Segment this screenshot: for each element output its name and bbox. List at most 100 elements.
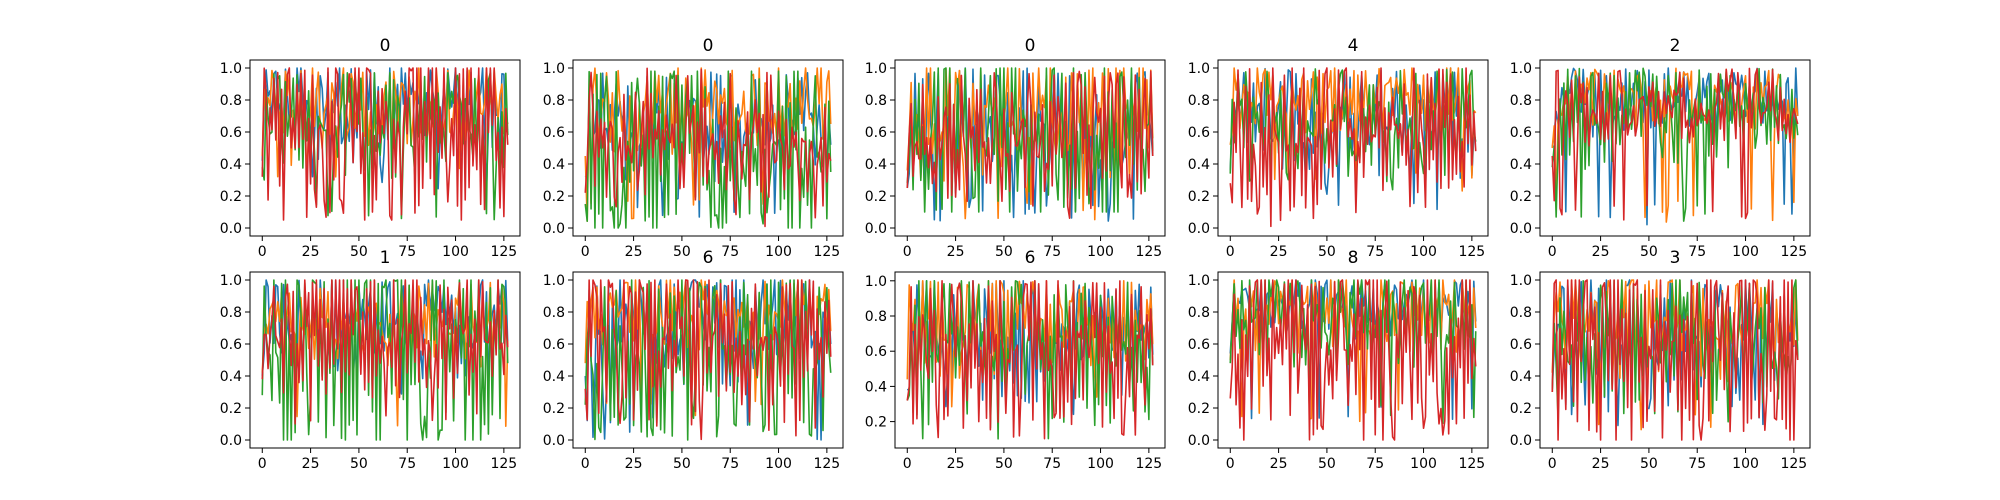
x-tick-label: 0 <box>258 244 267 260</box>
x-tick-label: 100 <box>765 244 792 260</box>
y-tick-label: 0.0 <box>1188 433 1210 449</box>
y-tick-label: 1.0 <box>1510 273 1532 289</box>
series-line-4 <box>906 280 1154 440</box>
axes-frame <box>249 59 521 237</box>
y-tick-label: 0.6 <box>1510 125 1532 141</box>
y-tick-label: 0.6 <box>865 125 887 141</box>
x-tick-label: 25 <box>302 244 320 260</box>
subplot-6: 1 0 25 50 75 100 125 0.0 0.2 0.4 0.6 0.8 1.0 <box>220 248 521 472</box>
subplot-4: 4 0 25 50 75 100 125 0.0 0.2 0.4 0.6 0.8 1.0 <box>1188 36 1489 260</box>
y-tick-label: 0.8 <box>865 93 887 109</box>
x-tick-label: 0 <box>903 456 912 472</box>
x-tick-label: 50 <box>1318 244 1336 260</box>
y-tick-label: 0.4 <box>220 157 242 173</box>
x-tick-label: 100 <box>442 244 469 260</box>
axes-frame <box>894 59 1166 237</box>
x-tick-label: 25 <box>625 456 643 472</box>
subplot-title: 2 <box>1670 36 1681 56</box>
y-tick-label: 1.0 <box>1188 273 1210 289</box>
x-tick-label: 75 <box>721 244 739 260</box>
x-tick-label: 100 <box>1410 244 1437 260</box>
x-tick-label: 0 <box>903 244 912 260</box>
y-tick-label: 0.2 <box>1510 189 1532 205</box>
y-tick-label: 0.2 <box>1188 189 1210 205</box>
x-tick-label: 75 <box>1366 456 1384 472</box>
y-tick-label: 0.6 <box>543 125 565 141</box>
y-tick-label: 0.2 <box>865 415 887 431</box>
subplot-title: 4 <box>1348 36 1359 56</box>
axes-frame <box>249 271 521 449</box>
y-tick-label: 0.0 <box>543 221 565 237</box>
x-tick-label: 50 <box>350 456 368 472</box>
series-line-4 <box>1229 279 1477 441</box>
series-line-4 <box>261 279 509 425</box>
y-tick-label: 0.4 <box>543 157 565 173</box>
x-tick-label: 0 <box>1548 244 1557 260</box>
x-tick-label: 50 <box>673 456 691 472</box>
x-tick-label: 25 <box>947 456 965 472</box>
series-line-4 <box>1229 67 1477 228</box>
subplot-title: 0 <box>1025 36 1036 56</box>
y-tick-label: 0.8 <box>543 93 565 109</box>
subplot-3: 0 0 25 50 75 100 125 0.0 0.2 0.4 0.6 0.8 1.0 <box>865 36 1166 260</box>
y-tick-label: 0.0 <box>865 221 887 237</box>
x-tick-label: 125 <box>1135 456 1162 472</box>
subplot-8: 6 0 25 50 75 100 125 0.2 0.4 0.6 0.8 1.0 <box>865 248 1166 472</box>
x-tick-label: 75 <box>1688 456 1706 472</box>
x-tick-label: 25 <box>1270 244 1288 260</box>
x-tick-label: 100 <box>1087 244 1114 260</box>
y-tick-label: 0.6 <box>543 337 565 353</box>
series-line-4 <box>1551 67 1799 221</box>
x-tick-label: 0 <box>1548 456 1557 472</box>
x-tick-label: 0 <box>581 244 590 260</box>
y-tick-label: 0.8 <box>1188 305 1210 321</box>
x-tick-label: 100 <box>1732 244 1759 260</box>
subplot-10: 3 0 25 50 75 100 125 0.0 0.2 0.4 0.6 0.8 1.0 <box>1510 248 1811 472</box>
subplot-title: 0 <box>703 36 714 56</box>
y-tick-label: 1.0 <box>1510 61 1532 77</box>
y-tick-label: 1.0 <box>543 273 565 289</box>
x-tick-label: 100 <box>1732 456 1759 472</box>
y-tick-label: 0.8 <box>1188 93 1210 109</box>
x-tick-label: 25 <box>625 244 643 260</box>
y-tick-label: 0.2 <box>220 401 242 417</box>
axes-frame <box>1217 59 1489 237</box>
x-tick-label: 50 <box>673 244 691 260</box>
series-line-4 <box>906 70 1154 220</box>
x-tick-label: 75 <box>1043 244 1061 260</box>
axes-frame <box>1539 271 1811 449</box>
subplot-title: 0 <box>380 36 391 56</box>
y-tick-label: 0.2 <box>543 189 565 205</box>
y-tick-label: 1.0 <box>865 61 887 77</box>
x-tick-label: 50 <box>1640 456 1658 472</box>
y-tick-label: 0.2 <box>1188 401 1210 417</box>
subplot-title: 1 <box>380 248 391 268</box>
x-tick-label: 125 <box>1458 456 1485 472</box>
x-tick-label: 0 <box>258 456 267 472</box>
y-tick-label: 0.0 <box>220 433 242 449</box>
subplot-title: 8 <box>1348 248 1359 268</box>
series-line-4 <box>584 67 832 228</box>
x-tick-label: 0 <box>1226 244 1235 260</box>
x-tick-label: 75 <box>1688 244 1706 260</box>
axes-frame <box>572 59 844 237</box>
y-tick-label: 1.0 <box>543 61 565 77</box>
y-tick-label: 0.8 <box>220 93 242 109</box>
y-tick-label: 0.6 <box>1188 337 1210 353</box>
x-tick-label: 50 <box>1318 456 1336 472</box>
x-tick-label: 125 <box>490 456 517 472</box>
axes-frame <box>1217 271 1489 449</box>
x-tick-label: 50 <box>1640 244 1658 260</box>
y-tick-label: 0.0 <box>1188 221 1210 237</box>
x-tick-label: 125 <box>1780 456 1807 472</box>
y-tick-label: 0.4 <box>865 157 887 173</box>
series-line-4 <box>261 67 509 221</box>
x-tick-label: 125 <box>813 244 840 260</box>
x-tick-label: 100 <box>1087 456 1114 472</box>
x-tick-label: 25 <box>1592 244 1610 260</box>
subplot-2: 0 0 25 50 75 100 125 0.0 0.2 0.4 0.6 0.8 1.0 <box>543 36 844 260</box>
x-tick-label: 75 <box>398 244 416 260</box>
y-tick-label: 1.0 <box>865 274 887 290</box>
x-tick-label: 25 <box>1270 456 1288 472</box>
